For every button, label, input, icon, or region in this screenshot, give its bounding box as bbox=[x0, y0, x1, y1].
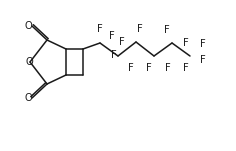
Text: F: F bbox=[137, 24, 143, 34]
Text: F: F bbox=[128, 63, 134, 73]
Text: F: F bbox=[146, 63, 152, 73]
Text: O: O bbox=[24, 21, 32, 31]
Text: O: O bbox=[25, 57, 33, 67]
Text: F: F bbox=[164, 25, 170, 35]
Text: F: F bbox=[119, 37, 125, 47]
Text: F: F bbox=[109, 31, 115, 41]
Text: F: F bbox=[200, 55, 206, 65]
Text: O: O bbox=[24, 93, 32, 103]
Text: F: F bbox=[165, 63, 171, 73]
Text: F: F bbox=[111, 50, 117, 60]
Text: F: F bbox=[200, 39, 206, 49]
Text: F: F bbox=[183, 63, 189, 73]
Text: F: F bbox=[183, 38, 189, 48]
Text: F: F bbox=[97, 24, 103, 34]
